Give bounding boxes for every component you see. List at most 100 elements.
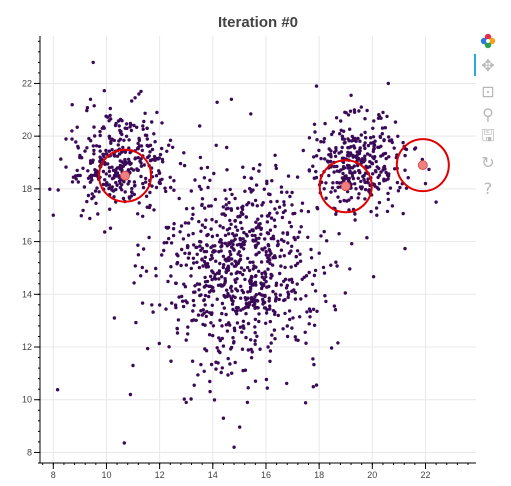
data-point xyxy=(202,285,207,289)
data-point xyxy=(375,165,379,169)
data-point xyxy=(204,349,209,353)
data-point xyxy=(238,257,243,262)
data-point xyxy=(184,263,188,267)
data-point xyxy=(184,299,188,303)
data-point xyxy=(197,288,201,292)
data-point xyxy=(234,264,238,268)
bokeh-logo-icon[interactable] xyxy=(476,30,500,52)
data-point xyxy=(285,190,289,194)
data-point xyxy=(199,229,203,233)
reset-tool-icon[interactable]: ↻ xyxy=(481,152,495,172)
data-point xyxy=(144,194,149,198)
data-point xyxy=(101,169,106,174)
data-point xyxy=(257,236,261,240)
box-zoom-tool-icon[interactable]: ⊡ xyxy=(481,81,495,101)
data-point xyxy=(249,338,253,342)
data-point xyxy=(239,296,243,300)
centroid-ring xyxy=(318,159,373,214)
data-point xyxy=(250,228,254,232)
data-point xyxy=(220,324,224,328)
data-point xyxy=(253,339,257,343)
data-point xyxy=(239,308,243,312)
wheel-zoom-tool-icon[interactable]: ⚲ xyxy=(482,104,494,124)
data-point xyxy=(102,89,107,93)
data-point xyxy=(362,143,366,148)
data-point xyxy=(150,147,155,152)
data-point xyxy=(343,110,347,115)
data-point xyxy=(104,183,109,187)
data-point xyxy=(251,267,255,271)
data-point xyxy=(336,195,340,199)
data-point xyxy=(112,195,116,199)
data-point xyxy=(200,197,205,201)
data-point xyxy=(218,261,222,266)
help-tool-icon[interactable]: ? xyxy=(483,178,493,198)
data-point xyxy=(152,154,157,159)
save-tool-icon[interactable]: 🖫 xyxy=(481,125,495,145)
data-point xyxy=(374,159,378,164)
data-point xyxy=(393,120,398,124)
data-point xyxy=(434,200,438,204)
data-point xyxy=(180,299,185,303)
data-point xyxy=(174,281,178,285)
data-point xyxy=(183,285,188,289)
y-tick-label: 10 xyxy=(22,395,32,405)
data-point xyxy=(273,207,277,211)
centroid-ring xyxy=(395,138,450,193)
data-point xyxy=(192,303,196,308)
data-point xyxy=(274,166,278,171)
pan-tool-icon[interactable]: ✥ xyxy=(474,54,500,76)
data-point xyxy=(225,244,229,248)
data-point xyxy=(287,251,292,255)
data-point xyxy=(337,169,341,174)
data-point xyxy=(376,187,381,191)
data-point xyxy=(227,200,231,205)
data-point xyxy=(396,189,401,193)
data-point xyxy=(260,275,264,279)
data-point xyxy=(81,208,85,213)
y-tick-label: 12 xyxy=(22,342,32,352)
data-point xyxy=(214,259,218,263)
data-point xyxy=(386,197,390,202)
data-point xyxy=(199,248,203,252)
data-point xyxy=(181,237,186,241)
data-point xyxy=(282,203,286,207)
data-point xyxy=(279,264,283,268)
data-point xyxy=(337,232,341,236)
data-point xyxy=(229,222,233,226)
data-point xyxy=(243,296,247,300)
data-point xyxy=(202,176,207,180)
data-point xyxy=(253,317,258,322)
data-point xyxy=(265,179,269,183)
data-point xyxy=(283,311,287,316)
data-point xyxy=(358,149,362,153)
data-point xyxy=(384,170,388,175)
data-point xyxy=(352,144,356,148)
data-point xyxy=(287,309,292,313)
data-point xyxy=(230,192,234,197)
data-point xyxy=(383,151,388,156)
data-point xyxy=(401,140,405,145)
data-point xyxy=(226,268,230,272)
data-point xyxy=(234,233,239,237)
y-tick-label: 14 xyxy=(22,289,32,299)
data-point xyxy=(124,122,129,126)
x-tick-label: 16 xyxy=(261,470,271,480)
data-point xyxy=(262,306,267,310)
data-point xyxy=(91,60,95,65)
data-point xyxy=(365,108,369,113)
data-point xyxy=(366,143,371,148)
data-point xyxy=(89,139,93,143)
data-point xyxy=(306,235,310,239)
data-point xyxy=(186,233,191,237)
data-point xyxy=(234,271,238,275)
data-point xyxy=(116,143,121,147)
data-point xyxy=(242,175,247,179)
data-point xyxy=(347,164,351,168)
data-point xyxy=(281,327,285,331)
data-point xyxy=(152,208,156,212)
data-point xyxy=(259,232,263,236)
data-point xyxy=(332,170,336,174)
data-point xyxy=(264,321,268,325)
data-point xyxy=(221,254,226,258)
